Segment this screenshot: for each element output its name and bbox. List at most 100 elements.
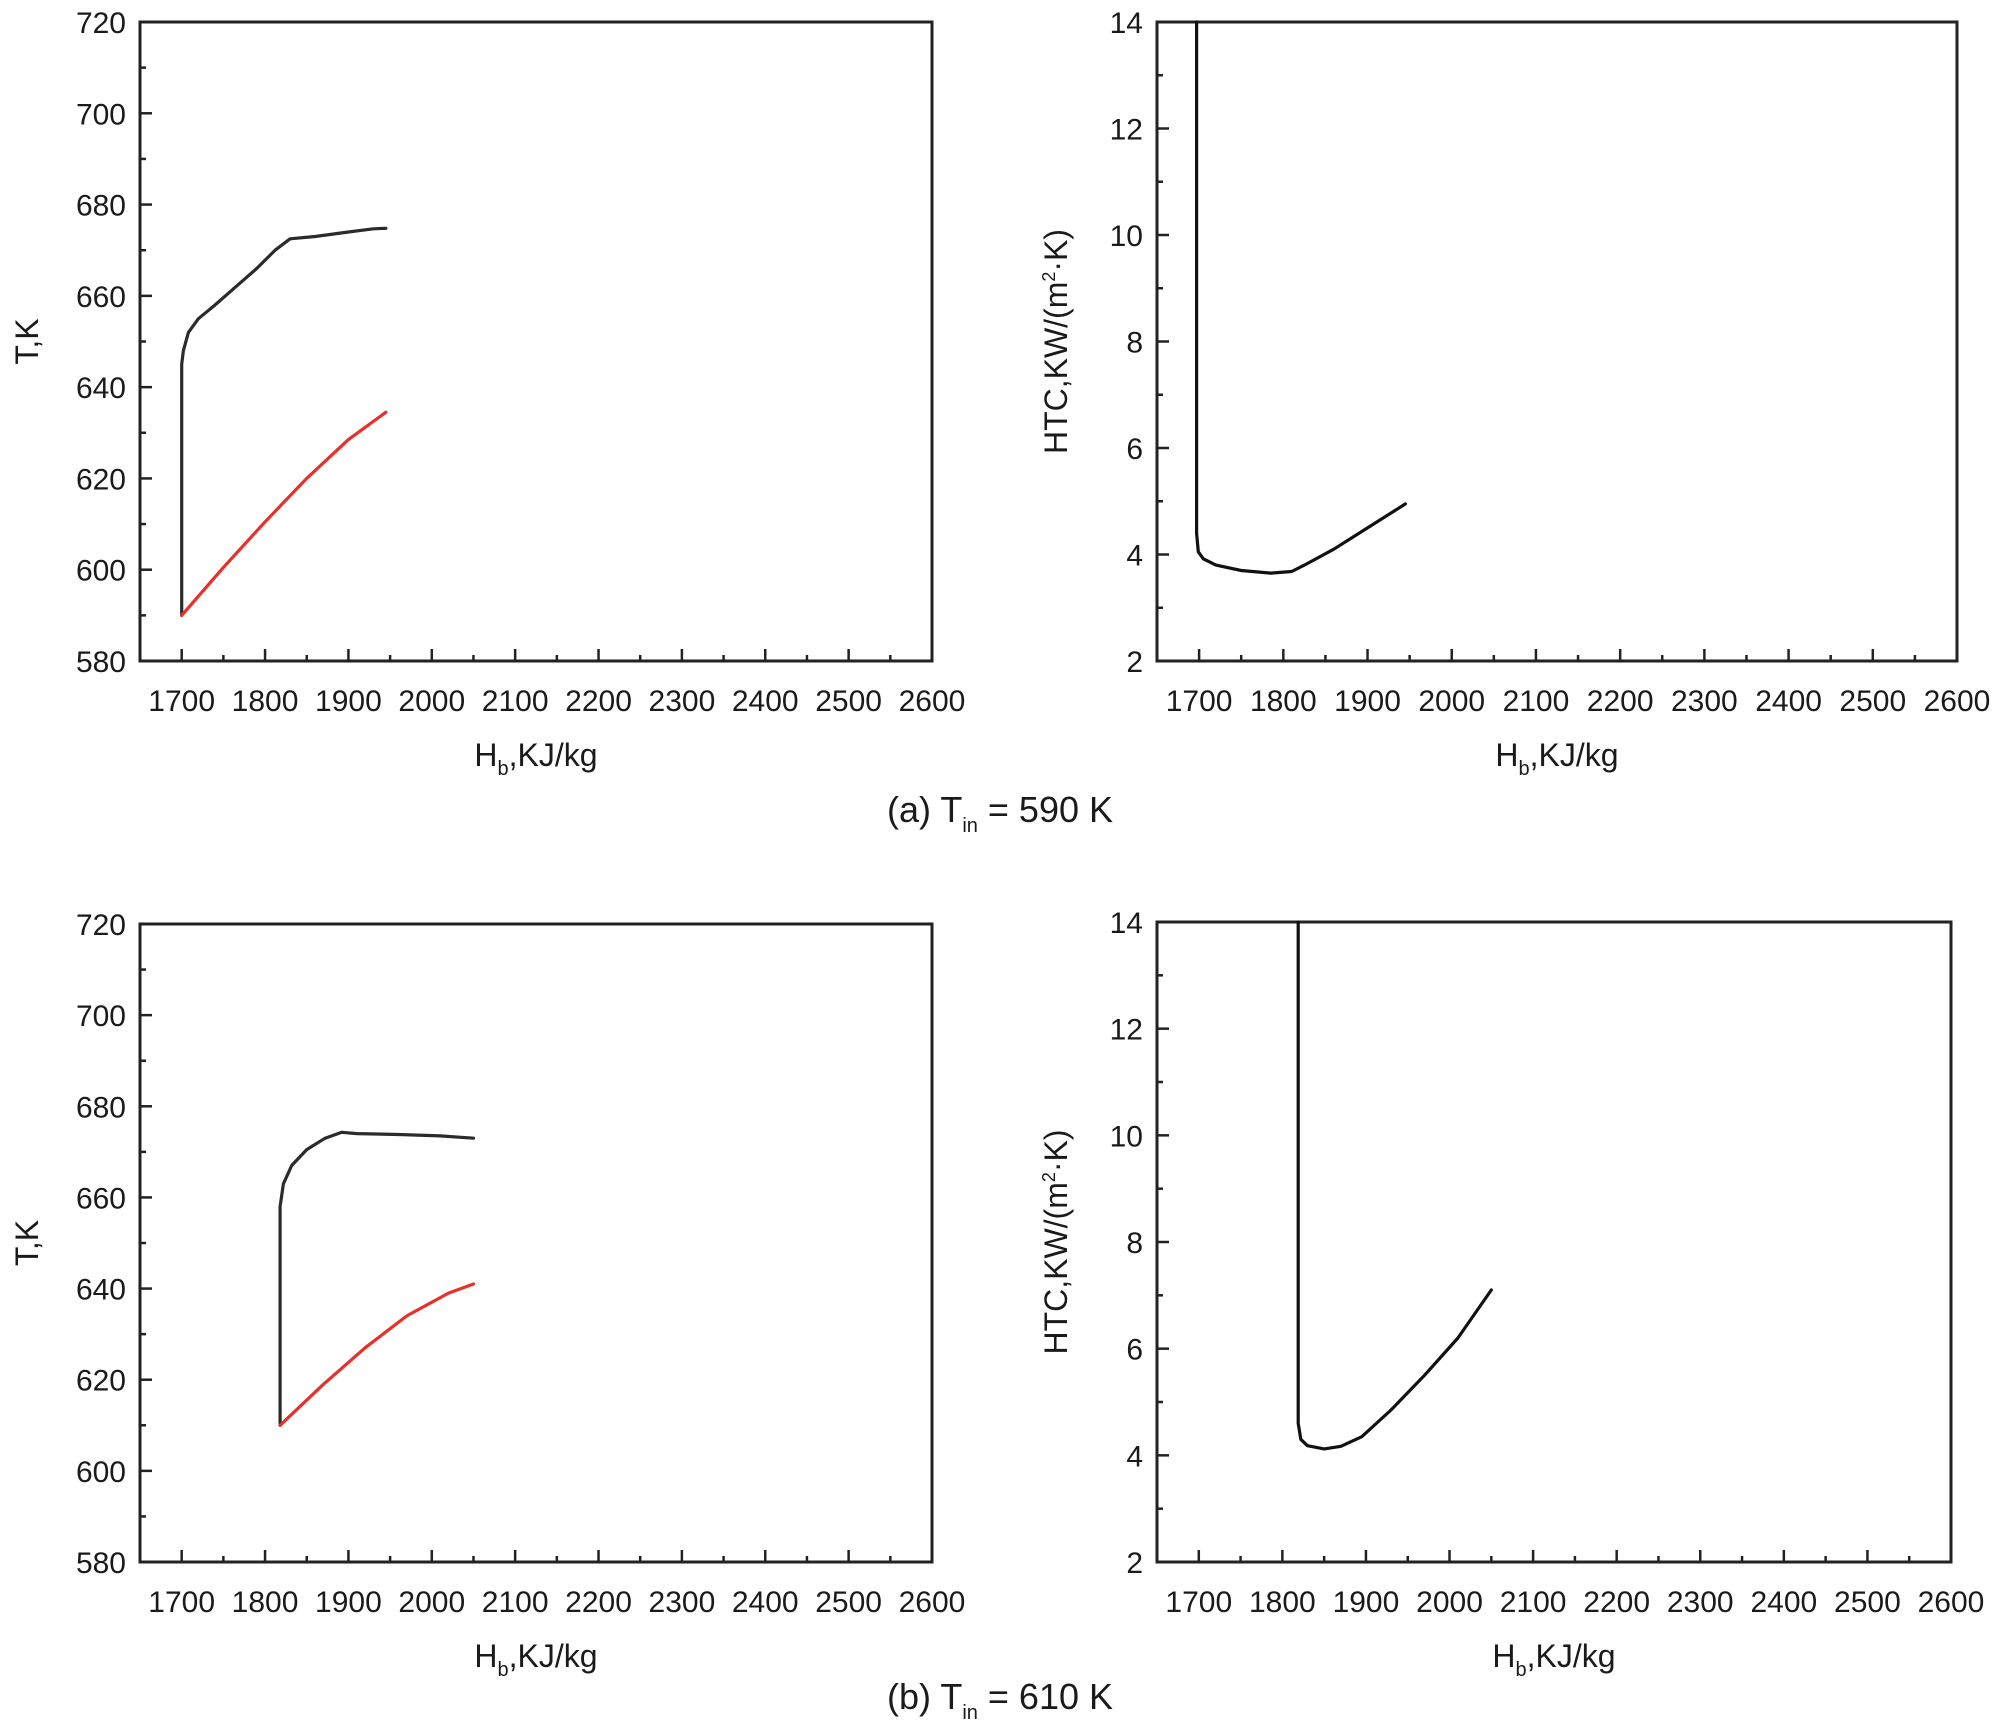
x-tick-label: 2200 [1587, 685, 1654, 718]
x-tick-label: 1900 [1334, 685, 1401, 718]
y-tick-label: 6 [1126, 433, 1143, 466]
y-tick-label: 14 [1110, 7, 1143, 40]
y-tick-label: 580 [76, 646, 126, 679]
wall-temperature-line [180, 226, 388, 618]
x-axis-label-subscript: b [498, 1659, 509, 1681]
y-axis-label: T,K [9, 318, 45, 364]
caption-b: (b) Tin = 610 K [887, 1676, 1113, 1724]
x-tick-label: 2600 [1918, 1586, 1985, 1619]
x-tick-label: 1700 [1165, 1586, 1232, 1619]
x-axis-label: Hb,KJ/kg [474, 1638, 597, 1681]
x-tick-label: 2000 [398, 1586, 465, 1619]
x-tick-label: 2000 [1418, 685, 1485, 718]
x-axis-label-unit: ,KJ/kg [1527, 1638, 1616, 1674]
y-tick-label: 2 [1126, 1547, 1143, 1580]
y-tick-label: 2 [1126, 646, 1143, 679]
y-axis-label-superscript: 2 [1039, 1172, 1059, 1182]
x-tick-label: 2400 [732, 1586, 799, 1619]
y-tick-label: 640 [76, 372, 126, 405]
heat-transfer-coefficient-line [1194, 20, 1408, 575]
y-axis-label-main: HTC,KW/(m [1038, 282, 1074, 454]
x-tick-label: 2400 [1750, 1586, 1817, 1619]
x-axis-label-unit: ,KJ/kg [509, 1638, 598, 1674]
x-axis-label-main: H [474, 737, 497, 773]
y-tick-label: 10 [1110, 220, 1143, 253]
y-axis-label-unit: ·K) [1038, 1129, 1074, 1172]
panel-a-left-chart: 1700 1800 1900 2000 2100 2200 2300 2400 2500 2600… [9, 7, 965, 780]
x-tick-label: 1700 [148, 685, 215, 718]
panel-b-right-chart: 1700 1800 1900 2000 2100 2200 2300 2400 2500 2600… [1038, 907, 1984, 1681]
x-tick-label: 1800 [1250, 685, 1317, 718]
y-tick-label: 12 [1110, 114, 1143, 147]
y-tick-label: 680 [76, 1091, 126, 1124]
x-tick-label: 2100 [1503, 685, 1570, 718]
y-axis-label-main: HTC,KW/(m [1038, 1182, 1074, 1354]
x-tick-label: 2300 [649, 685, 716, 718]
x-axis-label: Hb,KJ/kg [474, 737, 597, 780]
y-tick-label: 700 [76, 1000, 126, 1033]
panel-b-left-chart: 1700 1800 1900 2000 2100 2200 2300 2400 2500 2600… [9, 909, 965, 1681]
heat-transfer-coefficient-line [1296, 920, 1493, 1451]
x-tick-label: 2000 [398, 685, 465, 718]
y-tick-label: 6 [1126, 1334, 1143, 1367]
x-axis-label-subscript: b [1519, 758, 1530, 780]
y-tick-label: 720 [76, 7, 126, 40]
x-tick-label: 2500 [815, 685, 882, 718]
caption-a: (a) Tin = 590 K [887, 789, 1113, 837]
y-tick-label: 620 [76, 463, 126, 496]
panel-a-right-chart: 1700 1800 1900 2000 2100 2200 2300 2400 2500 2600… [1038, 7, 1990, 780]
x-axis-label: Hb,KJ/kg [1495, 737, 1618, 780]
x-tick-label: 2000 [1416, 1586, 1483, 1619]
x-tick-label: 1700 [1166, 685, 1233, 718]
y-tick-label: 4 [1126, 1440, 1143, 1473]
y-axis-label: HTC,KW/(m2·K) [1038, 229, 1074, 454]
y-tick-label: 660 [76, 281, 126, 314]
x-axis-label-unit: ,KJ/kg [1530, 737, 1619, 773]
x-axis-label-subscript: b [498, 758, 509, 780]
y-tick-label: 600 [76, 1456, 126, 1489]
plot-frame [1155, 20, 1959, 663]
x-axis-label-unit: ,KJ/kg [509, 737, 598, 773]
bulk-temperature-line [278, 1282, 476, 1427]
y-tick-label: 700 [76, 98, 126, 131]
x-tick-label: 2300 [1671, 685, 1738, 718]
x-tick-label: 2300 [649, 1586, 716, 1619]
x-tick-label: 2500 [1834, 1586, 1901, 1619]
x-tick-label: 2600 [899, 1586, 966, 1619]
y-tick-label: 580 [76, 1547, 126, 1580]
x-tick-label: 2600 [899, 685, 966, 718]
plot-frame [138, 20, 934, 663]
y-axis-label: HTC,KW/(m2·K) [1038, 1129, 1074, 1354]
x-tick-label: 2300 [1667, 1586, 1734, 1619]
x-tick-label: 2200 [565, 1586, 632, 1619]
x-tick-label: 2200 [1583, 1586, 1650, 1619]
y-tick-label: 680 [76, 190, 126, 223]
plot-frame [1155, 920, 1953, 1564]
x-tick-label: 2400 [732, 685, 799, 718]
y-tick-label: 8 [1126, 1227, 1143, 1260]
x-tick-label: 1900 [315, 1586, 382, 1619]
y-tick-label: 640 [76, 1274, 126, 1307]
x-tick-label: 2600 [1924, 685, 1991, 718]
y-axis-label-unit: ·K) [1038, 229, 1074, 272]
wall-temperature-line [278, 1130, 476, 1427]
x-axis-label-main: H [474, 1638, 497, 1674]
x-axis-label: Hb,KJ/kg [1492, 1638, 1615, 1681]
y-axis-label: T,K [9, 1220, 45, 1266]
x-tick-label: 2500 [815, 1586, 882, 1619]
y-tick-label: 4 [1126, 540, 1143, 573]
y-tick-label: 620 [76, 1365, 126, 1398]
x-tick-label: 2500 [1839, 685, 1906, 718]
x-axis-label-main: H [1495, 737, 1518, 773]
y-tick-label: 14 [1110, 907, 1143, 940]
x-tick-label: 2400 [1755, 685, 1822, 718]
y-axis-label-superscript: 2 [1039, 272, 1059, 282]
x-tick-label: 1800 [1249, 1586, 1316, 1619]
x-tick-label: 1800 [232, 1586, 299, 1619]
x-tick-label: 1800 [232, 685, 299, 718]
x-tick-label: 2100 [482, 1586, 549, 1619]
y-tick-label: 12 [1110, 1014, 1143, 1047]
x-tick-label: 2200 [565, 685, 632, 718]
x-tick-label: 2100 [482, 685, 549, 718]
x-axis-label-main: H [1492, 1638, 1515, 1674]
